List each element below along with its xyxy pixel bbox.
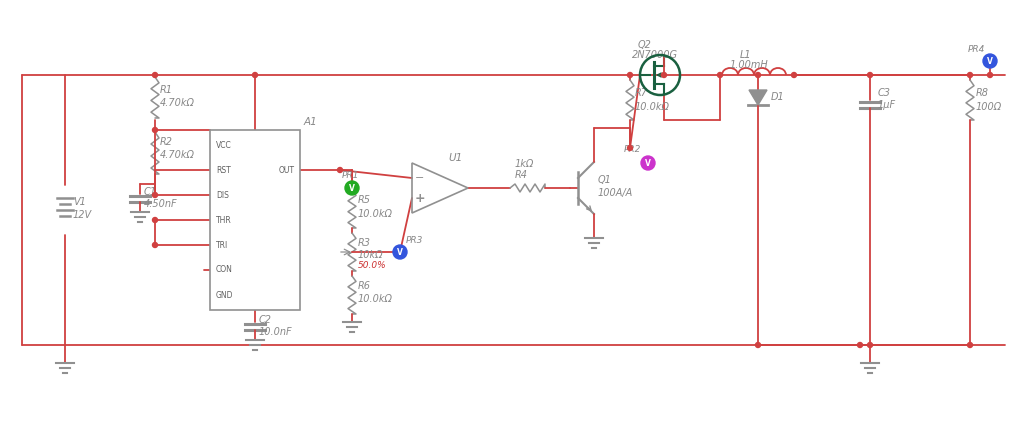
Text: PR4: PR4 — [968, 44, 985, 54]
Text: R7: R7 — [635, 88, 648, 98]
Text: 4.70kΩ: 4.70kΩ — [160, 98, 195, 108]
Text: 1.00mH: 1.00mH — [730, 60, 769, 70]
Text: R2: R2 — [160, 137, 173, 147]
Circle shape — [153, 243, 158, 247]
Text: 4.50nF: 4.50nF — [144, 199, 177, 209]
Text: V: V — [349, 184, 355, 192]
Circle shape — [628, 73, 633, 78]
Text: A1: A1 — [304, 117, 317, 127]
Text: GND: GND — [216, 290, 233, 300]
Text: CON: CON — [216, 265, 232, 274]
FancyBboxPatch shape — [210, 130, 300, 310]
Text: RST: RST — [216, 165, 230, 175]
Text: TRI: TRI — [216, 241, 228, 249]
Text: DIS: DIS — [216, 190, 229, 200]
Text: 10kΩ: 10kΩ — [358, 250, 384, 260]
Text: 1kΩ: 1kΩ — [515, 159, 535, 169]
Circle shape — [253, 73, 257, 78]
Circle shape — [345, 181, 359, 195]
Text: V: V — [397, 247, 402, 257]
Text: 100Ω: 100Ω — [976, 102, 1002, 112]
Circle shape — [867, 73, 872, 78]
Text: +: + — [415, 192, 425, 205]
Circle shape — [792, 73, 797, 78]
Text: −: − — [416, 173, 425, 183]
Circle shape — [628, 146, 633, 151]
Circle shape — [153, 73, 158, 78]
Text: 12V: 12V — [73, 210, 92, 220]
Circle shape — [857, 343, 862, 347]
Text: C3: C3 — [878, 88, 891, 98]
Circle shape — [393, 245, 407, 259]
Text: 10.0kΩ: 10.0kΩ — [358, 294, 393, 304]
Circle shape — [756, 73, 761, 78]
Circle shape — [983, 54, 997, 68]
Text: 50.0%: 50.0% — [358, 262, 387, 271]
Text: L1: L1 — [740, 50, 752, 60]
Text: 100A/A: 100A/A — [598, 188, 633, 198]
Text: Q1: Q1 — [598, 175, 612, 185]
Circle shape — [987, 73, 992, 78]
Text: 10.0kΩ: 10.0kΩ — [358, 209, 393, 219]
Text: C1: C1 — [144, 187, 157, 197]
Text: THR: THR — [216, 216, 231, 225]
Text: PR1: PR1 — [342, 170, 359, 179]
Text: VCC: VCC — [216, 141, 231, 149]
Circle shape — [662, 73, 667, 78]
Text: R8: R8 — [976, 88, 989, 98]
Text: Q2: Q2 — [638, 40, 652, 50]
Circle shape — [641, 156, 655, 170]
Text: R1: R1 — [160, 85, 173, 95]
Text: D1: D1 — [771, 92, 784, 102]
Text: 10.0kΩ: 10.0kΩ — [635, 102, 670, 112]
Text: V: V — [987, 57, 993, 65]
Circle shape — [153, 127, 158, 133]
Text: R6: R6 — [358, 281, 371, 291]
Text: 2N7000G: 2N7000G — [632, 50, 678, 60]
Circle shape — [153, 217, 158, 222]
Text: 1μF: 1μF — [878, 100, 896, 110]
Circle shape — [968, 343, 973, 347]
Text: U1: U1 — [449, 153, 462, 163]
Circle shape — [718, 73, 723, 78]
Text: R5: R5 — [358, 195, 371, 205]
Circle shape — [338, 168, 342, 173]
Text: R3: R3 — [358, 238, 371, 248]
Text: 4.70kΩ: 4.70kΩ — [160, 150, 195, 160]
Circle shape — [867, 343, 872, 347]
Text: V: V — [645, 159, 651, 168]
Text: 10.0nF: 10.0nF — [259, 327, 293, 337]
Text: OUT: OUT — [279, 165, 295, 175]
Text: PR2: PR2 — [624, 144, 641, 154]
Text: V1: V1 — [73, 197, 86, 207]
Text: R4: R4 — [515, 170, 528, 180]
Circle shape — [968, 73, 973, 78]
Text: C2: C2 — [259, 315, 272, 325]
Text: PR3: PR3 — [406, 235, 423, 244]
Circle shape — [756, 343, 761, 347]
Circle shape — [153, 192, 158, 197]
Polygon shape — [749, 90, 767, 105]
